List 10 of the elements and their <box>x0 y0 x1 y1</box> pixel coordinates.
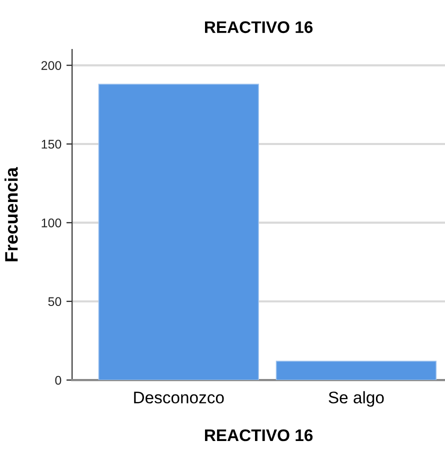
y-tick-label: 200 <box>41 61 62 70</box>
y-tick-label: 0 <box>55 376 62 385</box>
y-tick-label: 150 <box>42 140 62 149</box>
x-tick-label: Se algo <box>328 391 384 407</box>
y-axis-title: Frecuencia <box>4 167 18 262</box>
y-tick-label: 50 <box>48 297 62 306</box>
x-axis-title: REACTIVO 16 <box>205 429 313 442</box>
y-tick-label: 100 <box>42 218 62 228</box>
x-tick-label: Desconozco <box>134 392 224 404</box>
chart-title: REACTIVO 16 <box>205 21 313 34</box>
